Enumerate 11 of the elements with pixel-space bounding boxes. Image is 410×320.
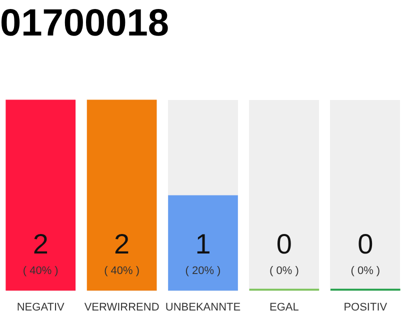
x-tick-label: UNBEKANNTE	[165, 301, 241, 314]
data-label: 1 ( 20% )	[185, 228, 221, 277]
data-label: 0 ( 0% )	[270, 228, 299, 277]
chart-title: 01700018	[0, 2, 170, 44]
data-label: 0 ( 0% )	[350, 228, 380, 277]
data-label: 2 ( 40% )	[22, 228, 58, 277]
x-tick-label: NEGATIV	[16, 301, 65, 314]
data-label: 2 ( 40% )	[104, 228, 140, 277]
x-tick-label: VERWIRREND	[84, 301, 160, 314]
x-tick-label: POSITIV	[344, 301, 388, 314]
x-tick-label: EGAL	[270, 301, 299, 314]
